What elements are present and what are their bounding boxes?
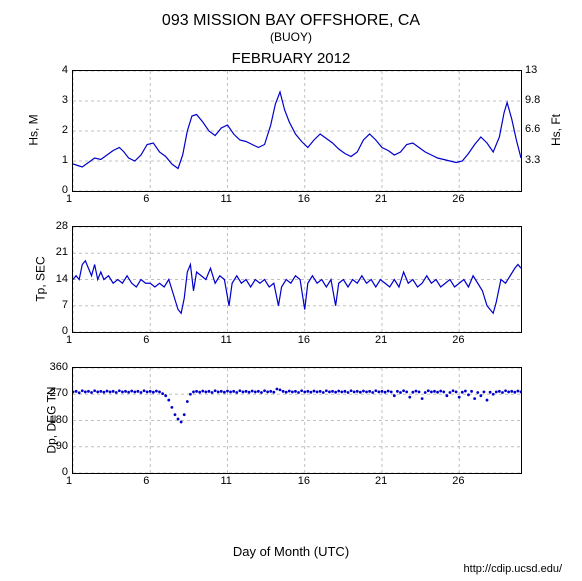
subtitle: (BUOY) (0, 30, 582, 44)
chart-panel-tp: Tp, SEC071421281611162126 (0, 226, 582, 331)
footer-url: http://cdip.ucsd.edu/ (464, 563, 562, 575)
x-tick-label: 1 (66, 475, 72, 487)
plot-svg (73, 368, 521, 473)
plot-area (72, 70, 522, 192)
y-tick-label: 90 (56, 440, 68, 452)
x-tick-label: 16 (298, 475, 310, 487)
y-tick-label: 1 (62, 154, 68, 166)
x-tick-label: 6 (143, 475, 149, 487)
x-tick-label: 26 (452, 193, 464, 205)
y-label-left: Hs, M (27, 114, 41, 145)
x-tick-label: 1 (66, 193, 72, 205)
y-tick-label: 2 (62, 124, 68, 136)
plot-svg (73, 227, 521, 332)
x-tick-label: 6 (143, 193, 149, 205)
y-tick-label: 360 (50, 361, 68, 373)
main-title: 093 MISSION BAY OFFSHORE, CA (0, 12, 582, 30)
y-tick-label: 3 (62, 94, 68, 106)
month-title: FEBRUARY 2012 (0, 50, 582, 67)
chart-panel-dp: Dp, DEG TN0901802703601611162126 (0, 367, 582, 472)
y-tick-label-right: 6.6 (525, 123, 540, 135)
x-tick-label: 11 (220, 334, 231, 346)
title-block: 093 MISSION BAY OFFSHORE, CA (BUOY) FEBR… (0, 0, 582, 67)
plot-area (72, 226, 522, 333)
x-tick-label: 21 (375, 193, 387, 205)
y-tick-label: 7 (62, 299, 68, 311)
y-tick-label: 270 (50, 387, 68, 399)
y-label-right: Hs, Ft (549, 114, 563, 146)
y-tick-label-right: 3.3 (525, 154, 540, 166)
chart-page: 093 MISSION BAY OFFSHORE, CA (BUOY) FEBR… (0, 0, 582, 581)
plot-area (72, 367, 522, 474)
chart-panel-hs: Hs, MHs, Ft012343.36.69.8131611162126 (0, 70, 582, 190)
y-tick-label-right: 13 (525, 64, 537, 76)
y-tick-label: 180 (50, 414, 68, 426)
x-tick-label: 11 (220, 193, 231, 205)
x-tick-label: 26 (452, 475, 464, 487)
x-tick-label: 16 (298, 193, 310, 205)
x-tick-label: 11 (220, 475, 231, 487)
plot-svg (73, 71, 521, 191)
x-tick-label: 6 (143, 334, 149, 346)
charts-container: Hs, MHs, Ft012343.36.69.8131611162126Tp,… (0, 70, 582, 508)
x-tick-label: 26 (452, 334, 464, 346)
y-tick-label: 28 (56, 220, 68, 232)
x-tick-label: 21 (375, 334, 387, 346)
y-tick-label-right: 9.8 (525, 94, 540, 106)
y-label-left: Tp, SEC (34, 256, 48, 301)
x-tick-label: 1 (66, 334, 72, 346)
x-tick-label: 16 (298, 334, 310, 346)
y-tick-label: 4 (62, 64, 68, 76)
x-tick-label: 21 (375, 475, 387, 487)
y-tick-label: 14 (56, 273, 68, 285)
y-tick-label: 21 (56, 246, 68, 258)
x-axis-label: Day of Month (UTC) (0, 544, 582, 559)
data-line (73, 92, 521, 169)
